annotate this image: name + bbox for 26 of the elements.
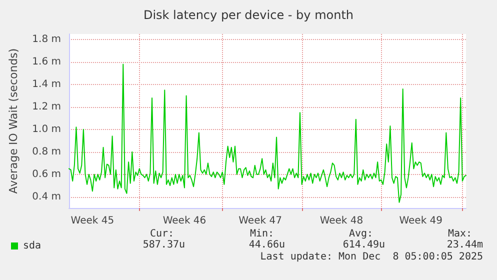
y-tick-label: 0.8 m (32, 146, 61, 158)
legend-label: sda (23, 240, 42, 252)
text: Avg: (349, 228, 374, 240)
x-tick-label: Week 48 (320, 216, 364, 226)
y-tick-label: 1.6 m (32, 56, 61, 68)
text: 587.37u (142, 240, 186, 250)
x-tick-label: Week 49 (399, 216, 443, 226)
x-tick-label: Week 45 (70, 216, 114, 226)
text: Max: (448, 228, 472, 240)
text: 23.44m (446, 240, 483, 250)
text: Cur: (150, 228, 174, 240)
text: 614.49u (342, 240, 386, 250)
x-tick-label: Week 46 (162, 216, 206, 226)
text: Min: (250, 228, 274, 240)
y-axis-title: Average IO Wait (seconds) (7, 48, 20, 194)
line-series (68, 64, 466, 203)
y-tick-label: 0.4 m (32, 191, 61, 202)
text: Last update: Mon Dec 8 05:00:05 2025 (260, 252, 484, 262)
chart-title: Disk latency per device - by month (143, 8, 354, 22)
y-tick-label: 1.8 m (32, 34, 61, 46)
text: 44.66u (248, 240, 285, 250)
y-tick-label: 0.6 m (32, 168, 61, 180)
x-tick-label: Week 47 (238, 216, 282, 226)
y-tick-label: 1.2 m (32, 101, 61, 112)
y-tick-label: 1.4 m (32, 79, 61, 90)
y-tick-label: 1.0 m (32, 124, 61, 135)
